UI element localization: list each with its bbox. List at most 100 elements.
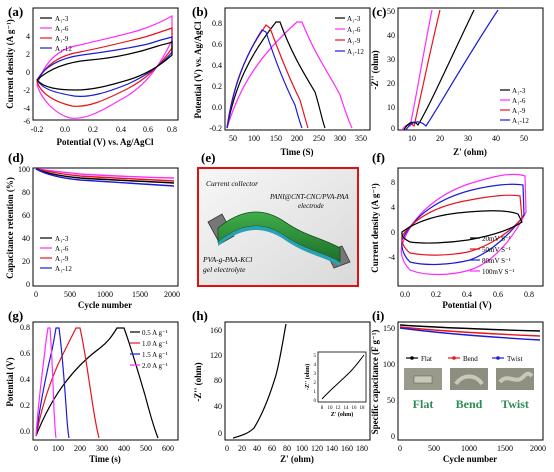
photo-label-twist: Twist: [501, 397, 529, 411]
panel-f: (f) 0.0 0.2 0.4 0.6 0.8 8 4 0 -4 Potenti…: [370, 150, 544, 310]
x-tick: 100: [52, 444, 64, 453]
x-tick: 300: [96, 444, 108, 453]
label-gel-electrolyte: gel electrolyte: [203, 265, 246, 274]
panel-label: (c): [372, 4, 386, 19]
panel-label: (e): [201, 150, 215, 165]
x-axis-label: Time (s): [89, 454, 121, 464]
inset-x-tick: 12: [336, 406, 342, 411]
x-tick: 300: [334, 134, 346, 143]
x-tick: 0: [398, 444, 402, 453]
plot-frame: [397, 7, 544, 131]
legend-entry: A₁-3: [347, 15, 361, 23]
x-tick: 200: [291, 134, 303, 143]
x-tick: 180: [356, 444, 368, 453]
panel-label: (d): [8, 150, 24, 165]
x-tick: 0: [225, 444, 229, 453]
y-tick: 40: [214, 402, 222, 411]
device-bend: [454, 374, 484, 386]
legend-entry: 100mV S⁻¹: [482, 268, 514, 276]
y-tick: 0.8: [212, 19, 222, 28]
legend-entry: A₁-9: [55, 255, 69, 263]
x-tick: 60: [268, 444, 276, 453]
legend: A₁-3 A₁-6 A₁-9 A₁-12: [40, 15, 72, 53]
legend-entry: A₁-12: [55, 45, 72, 53]
inset-y-tick: 3: [314, 372, 317, 377]
label-current-collector: Current collector: [206, 179, 258, 188]
legend-entry: A₁-9: [55, 35, 69, 43]
cv-curve-80mv: [401, 183, 525, 266]
y-axis-label: Specific capacitance (F g⁻¹): [370, 330, 380, 435]
y-tick: 0.8: [20, 323, 30, 332]
cv-curve-a1-3: [36, 41, 173, 91]
photo-label-flat: Flat: [413, 397, 434, 411]
plot-frame: [32, 167, 179, 287]
x-axis-label: Time (S): [280, 147, 313, 157]
device-flat: [413, 375, 433, 384]
y-tick: -6: [23, 117, 30, 126]
cv-curve-50mv: [401, 194, 523, 256]
legend: 20mV S⁻¹ 50mV S⁻¹ 80mV S⁻¹ 100mV S⁻¹: [470, 235, 514, 276]
legend-entry: Bend: [463, 355, 478, 363]
x-tick: 40: [492, 134, 500, 143]
inset-x-tick: 18: [360, 406, 366, 411]
panel-label: (a): [8, 4, 23, 19]
plot-frame: [224, 321, 371, 441]
y-axis-label: -Z'' (ohm): [193, 362, 203, 401]
x-tick: 50: [520, 134, 528, 143]
x-tick: 0.4: [462, 290, 472, 299]
x-ticks: 10 20 30 40 50: [408, 134, 528, 143]
y-tick: 0: [26, 280, 30, 289]
y-tick: 0.6: [20, 349, 30, 358]
inset-y-tick: 5: [314, 354, 317, 359]
x-tick: 500: [140, 444, 152, 453]
panel-label: (i): [372, 308, 384, 323]
plot-frame: [32, 7, 179, 121]
y-ticks: 8 4 0 -4: [388, 178, 395, 262]
panel-c: (c) 10 20 30 40 50 50 40 30 20 10 0 Z' (…: [370, 4, 544, 157]
x-axis-label: Cycle number: [78, 300, 132, 310]
x-tick: 40: [253, 444, 261, 453]
x-tick: 2000: [164, 290, 180, 299]
legend-entry: A₁-6: [55, 245, 69, 253]
x-ticks: 0 500 1000 1500 2000: [398, 444, 546, 453]
y-tick: 0: [218, 429, 222, 438]
x-tick: 0.8: [167, 125, 177, 134]
x-tick: 100: [248, 134, 260, 143]
legend-entry: 20mV S⁻¹: [482, 235, 511, 243]
inset-plot: 8 10 12 14 16 18 5 4 3 2 1 0 Z' (ohm) -Z…: [304, 351, 367, 418]
y-tick: 60: [22, 211, 30, 220]
y-tick: 0.4: [20, 375, 30, 384]
x-tick: 0.2: [431, 290, 441, 299]
y-tick: 2: [26, 50, 30, 59]
legend: A₁-3 A₁-6 A₁-9 A₁-12: [500, 87, 529, 125]
inset-curve: [321, 354, 365, 400]
y-tick: 0.2: [212, 82, 222, 91]
panel-h: (h) 0 20 40 60 80 100 120 140 160 180 16…: [192, 308, 371, 464]
retention-curve-a1-9: [35, 168, 175, 182]
panel-label: (f): [372, 150, 385, 165]
legend-entry: A₁-12: [512, 117, 529, 125]
x-tick: 1000: [461, 444, 477, 453]
x-tick: 250: [313, 134, 325, 143]
plot-frame: [397, 167, 544, 287]
x-tick: 120: [311, 444, 323, 453]
panel-i: (i) 0 500 1000 1500 2000 150 100 50 0 Cy…: [370, 308, 546, 464]
eis-curve-flexible: [232, 323, 287, 439]
legend-entry: Flat: [421, 355, 432, 363]
x-ticks: -0.2 0.0 0.2 0.4 0.6 0.8: [31, 125, 177, 134]
gcd-curve-a1-12: [226, 29, 303, 129]
x-tick: 100: [296, 444, 308, 453]
y-tick: 120: [210, 351, 222, 360]
gcd-curve-0.5: [35, 327, 159, 439]
retention-curve-a1-6: [35, 168, 175, 179]
y-tick: 80: [214, 376, 222, 385]
label-electrolyte-material: PVA-g-PAA-KCl: [202, 255, 252, 264]
plot-frame: [397, 321, 544, 441]
panel-label: (b): [192, 4, 208, 19]
x-axis-label: Z' (ohm): [453, 147, 487, 157]
y-tick: 20: [22, 257, 30, 266]
panel-g: (g) 0 100 200 300 400 500 600 0.8 0.6 0.…: [5, 308, 179, 464]
y-tick: 40: [22, 234, 30, 243]
y-tick: 0.2: [20, 401, 30, 410]
y-tick: 20: [387, 79, 395, 88]
